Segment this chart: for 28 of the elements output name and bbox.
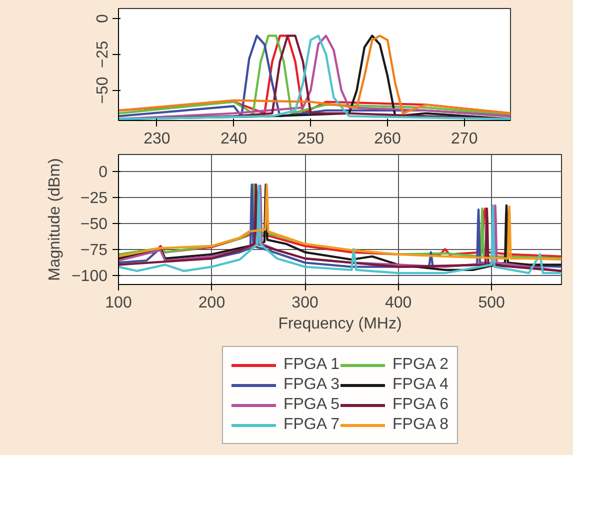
y-tick-label: −75 — [80, 242, 108, 260]
legend-label: FPGA 7 — [283, 416, 340, 434]
legend-label: FPGA 4 — [392, 376, 449, 394]
x-tick-label: 200 — [198, 294, 226, 312]
legend-label: FPGA 2 — [392, 356, 449, 374]
y-tick-label: −25 — [94, 40, 112, 68]
y-tick-label: 0 — [94, 14, 112, 23]
y-tick-label: −100 — [71, 268, 108, 286]
y-tick-label: 0 — [98, 164, 108, 182]
x-tick-label: 250 — [297, 130, 324, 148]
y-axis-title: Magnitude (dBm) — [46, 158, 64, 281]
x-tick-label: 240 — [220, 130, 248, 148]
legend-label: FPGA 5 — [283, 396, 340, 414]
y-tick-label: −50 — [94, 76, 112, 104]
x-tick-label: 100 — [105, 294, 132, 312]
x-axis-title: Frequency (MHz) — [278, 316, 402, 332]
x-tick-label: 260 — [374, 130, 401, 148]
x-tick-label: 300 — [292, 294, 318, 312]
x-tick-label: 230 — [144, 130, 170, 148]
x-tick-label: 270 — [451, 130, 478, 148]
y-tick-label: −25 — [80, 190, 108, 208]
legend-label: FPGA 3 — [283, 376, 340, 394]
legend-label: FPGA 6 — [392, 396, 449, 414]
legend-label: FPGA 1 — [283, 356, 340, 374]
x-tick-label: 400 — [384, 294, 412, 312]
y-tick-label: −50 — [80, 216, 108, 234]
x-tick-label: 500 — [478, 294, 505, 312]
legend-label: FPGA 8 — [392, 416, 449, 434]
